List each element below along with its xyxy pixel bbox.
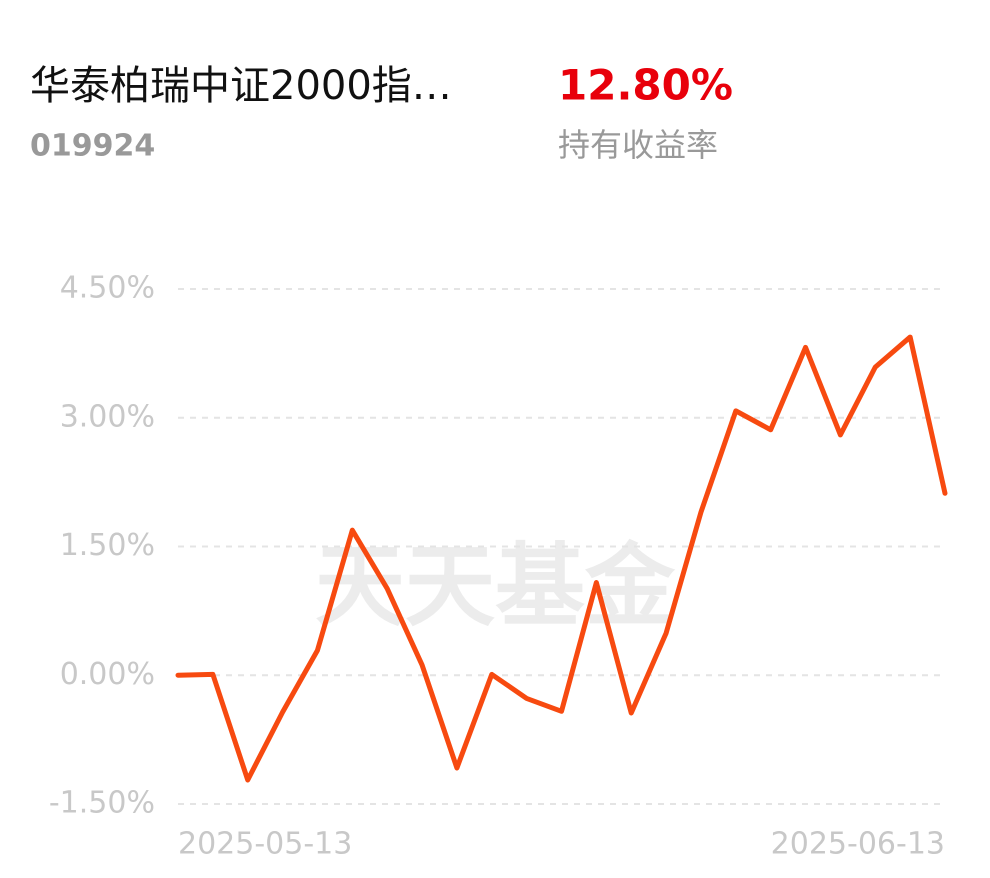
x-tick-label: 2025-05-13 [178,827,352,862]
watermark: 天天基金 [315,534,676,639]
line-series [175,334,948,783]
y-tick-label: 1.50% [60,528,155,563]
return-label: 持有收益率 [558,126,718,164]
return-value: 12.80% [558,61,733,110]
y-tick-label: 0.00% [60,657,155,692]
fund-code: 019924 [30,129,155,164]
y-tick-label: 4.50% [60,271,155,306]
y-tick-label: 3.00% [60,399,155,434]
x-tick-label: 2025-06-13 [771,827,945,862]
fund-title: 华泰柏瑞中证2000指… [30,63,452,109]
y-tick-label: -1.50% [49,786,155,821]
